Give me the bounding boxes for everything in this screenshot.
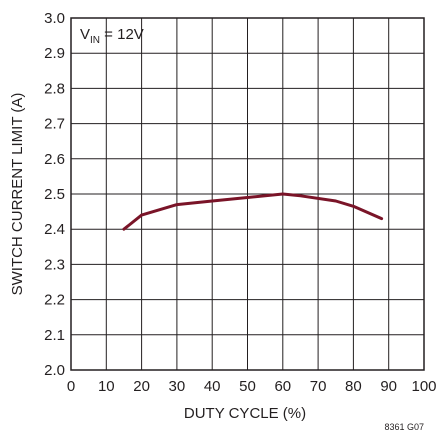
y-tick-label-6: 2.6 — [44, 151, 65, 168]
series-line — [122, 192, 384, 231]
y-tick-label-5: 2.5 — [44, 186, 65, 203]
x-tick-label-3: 30 — [169, 378, 186, 395]
vin-annotation-prefix: V — [80, 26, 90, 43]
y-tick-label-2: 2.2 — [44, 292, 65, 309]
y-tick-label-3: 2.3 — [44, 256, 65, 273]
x-axis-ticks: 0 10 20 30 40 50 60 70 80 90 100 — [67, 378, 437, 395]
y-tick-label-0: 2.0 — [44, 362, 65, 379]
x-axis-title: DUTY CYCLE (%) — [184, 405, 306, 422]
x-tick-label-4: 40 — [204, 378, 221, 395]
x-tick-label-9: 90 — [380, 378, 397, 395]
y-tick-label-4: 2.4 — [44, 221, 65, 238]
x-tick-label-10: 100 — [411, 378, 436, 395]
x-tick-label-2: 20 — [133, 378, 150, 395]
plot-frame — [70, 17, 425, 371]
y-tick-label-1: 2.1 — [44, 327, 65, 344]
y-axis-ticks: 2.0 2.1 2.2 2.3 2.4 2.5 2.6 2.7 2.8 2.9 3.0 — [44, 10, 65, 379]
vin-annotation-subscript: IN — [90, 35, 100, 46]
y-tick-label-10: 3.0 — [44, 10, 65, 27]
y-tick-label-7: 2.7 — [44, 116, 65, 133]
y-tick-label-8: 2.8 — [44, 80, 65, 97]
figure-id: 8361 G07 — [384, 422, 424, 432]
x-tick-label-7: 70 — [310, 378, 327, 395]
x-tick-label-5: 50 — [239, 378, 256, 395]
x-tick-label-0: 0 — [67, 378, 75, 395]
vin-annotation: VIN = 12V — [80, 26, 144, 46]
x-tick-label-8: 80 — [345, 378, 362, 395]
y-axis-title: SWITCH CURRENT LIMIT (A) — [9, 93, 26, 296]
vin-annotation-value: = 12V — [100, 26, 144, 43]
grid-lines — [70, 17, 425, 371]
x-tick-label-1: 10 — [98, 378, 115, 395]
x-tick-label-6: 60 — [274, 378, 291, 395]
y-tick-label-9: 2.9 — [44, 45, 65, 62]
